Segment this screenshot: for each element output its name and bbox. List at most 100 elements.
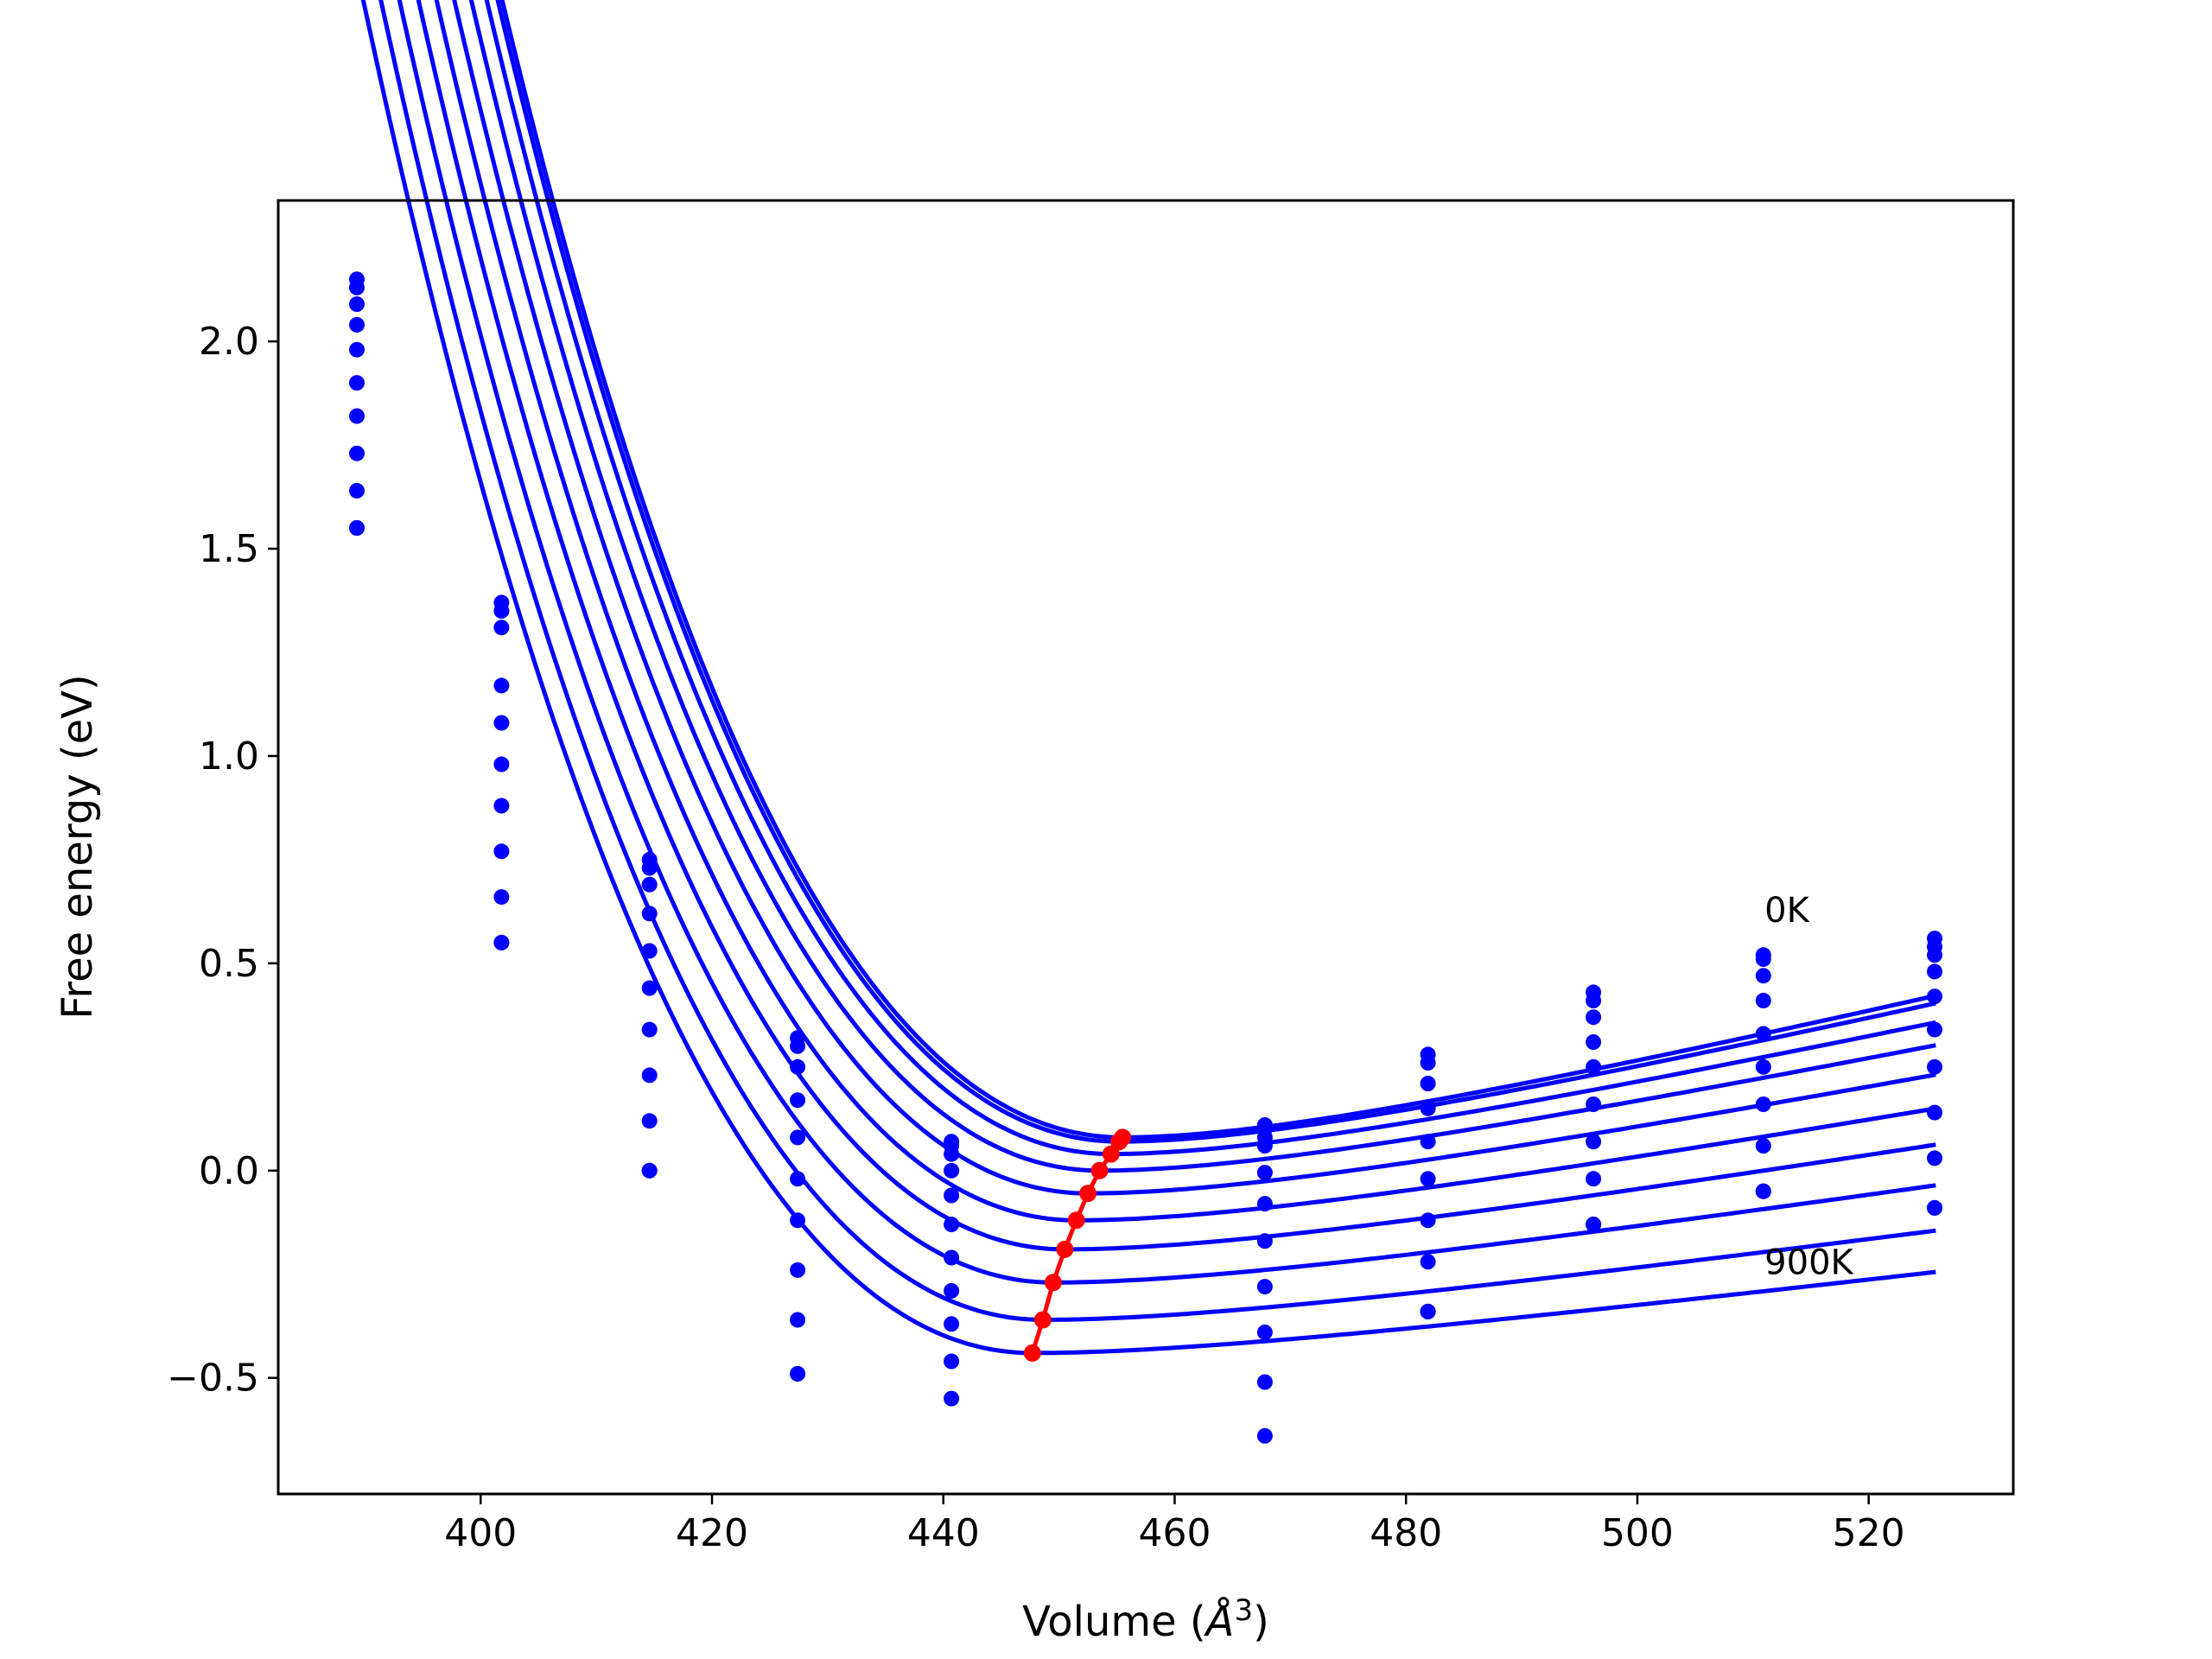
data-point-200K [790, 1058, 806, 1075]
data-point-900K [944, 1353, 960, 1370]
x-axis: 400 420 440 460 480 500 520 [444, 1494, 1905, 1555]
y-tick-label: −0.5 [167, 1357, 259, 1401]
x-tick-label: 420 [676, 1511, 748, 1555]
minimum-path-point [1033, 1311, 1052, 1329]
data-point-100K [493, 603, 510, 619]
data-point-600K [1586, 1134, 1602, 1150]
plot-area [349, 0, 1942, 1444]
data-point-100K [349, 279, 365, 296]
annotations: 0K 900K [1764, 891, 1854, 1283]
data-point-600K [493, 798, 510, 814]
data-point-600K [790, 1212, 806, 1229]
data-point-700K [944, 1282, 960, 1299]
data-point-700K [349, 445, 365, 461]
data-point-300K [641, 906, 658, 922]
data-point-500K [493, 756, 510, 772]
isotherm-curve-200K [484, 0, 1936, 1157]
data-point-400K [1420, 1134, 1436, 1150]
data-point-300K [944, 1162, 960, 1179]
data-point-500K [1755, 1058, 1771, 1075]
data-point-800K [641, 1113, 658, 1129]
data-point-1000K [1586, 1217, 1602, 1233]
data-point-800K [790, 1312, 806, 1328]
data-point-1000K [1256, 1427, 1273, 1444]
data-point-800K [349, 482, 365, 499]
data-point-100K [790, 1038, 806, 1054]
annotation-label: 0K [1764, 891, 1810, 931]
data-point-200K [944, 1146, 960, 1162]
data-point-400K [641, 943, 658, 959]
data-point-500K [641, 980, 658, 996]
y-tick-label: 0.0 [199, 1149, 259, 1193]
data-point-700K [790, 1262, 806, 1278]
isotherm-curve-900K [360, 0, 1936, 1356]
x-axis-label: Volume (Å3) [1022, 1593, 1269, 1646]
data-point-1000K [790, 1365, 806, 1382]
isotherm-curve-800K [378, 0, 1936, 1322]
isotherm-curve-400K [452, 0, 1936, 1196]
data-point-1000K [944, 1390, 960, 1407]
minimum-path-point [1056, 1240, 1074, 1258]
data-point-200K [641, 876, 658, 893]
minimum-path-point [1102, 1145, 1120, 1163]
data-point-500K [1927, 1021, 1942, 1038]
data-point-400K [1927, 988, 1942, 1005]
data-point-100K [641, 860, 658, 876]
data-point-200K [1586, 1009, 1602, 1026]
data-point-600K [1927, 1058, 1942, 1075]
data-point-400K [944, 1187, 960, 1204]
annotation-label: 900K [1764, 1243, 1854, 1283]
data-point-300K [493, 677, 510, 694]
data-point-600K [944, 1249, 960, 1266]
data-point-300K [1256, 1138, 1273, 1154]
data-point-1000K [1755, 1183, 1771, 1199]
x-tick-label: 520 [1833, 1511, 1905, 1555]
data-point-500K [790, 1171, 806, 1187]
data-point-700K [1586, 1171, 1602, 1187]
data-point-300K [1586, 1034, 1602, 1050]
data-point-200K [349, 296, 365, 312]
data-point-200K [1755, 968, 1771, 984]
data-point-600K [1420, 1212, 1436, 1229]
y-axis: −0.5 0.0 0.5 1.0 1.5 2.0 [167, 320, 278, 1401]
data-point-700K [1256, 1279, 1273, 1295]
data-point-100K [1420, 1055, 1436, 1071]
data-point-400K [493, 715, 510, 731]
data-point-800K [1256, 1324, 1273, 1340]
data-point-200K [1927, 947, 1942, 963]
data-point-700K [1755, 1138, 1771, 1154]
data-point-1000K [1927, 1199, 1942, 1216]
data-point-200K [1420, 1076, 1436, 1091]
y-tick-label: 1.5 [199, 527, 259, 571]
data-point-600K [1755, 1096, 1771, 1112]
data-point-100K [1586, 993, 1602, 1008]
data-point-500K [1256, 1196, 1273, 1212]
data-point-700K [1927, 1104, 1942, 1121]
data-point-400K [1256, 1165, 1273, 1181]
data-point-400K [349, 341, 365, 358]
data-point-600K [349, 408, 365, 424]
minimum-path-point [1023, 1344, 1041, 1362]
minimum-path-point [1067, 1211, 1085, 1230]
x-tick-label: 460 [1138, 1511, 1211, 1555]
axes-frame [276, 199, 2015, 1496]
data-point-300K [1927, 963, 1942, 980]
data-point-800K [944, 1316, 960, 1332]
x-tick-label: 500 [1601, 1511, 1674, 1555]
data-point-400K [1755, 1026, 1771, 1042]
data-point-1000K [493, 934, 510, 950]
y-tick-label: 1.0 [199, 734, 259, 779]
x-tick-label: 440 [907, 1511, 980, 1555]
data-point-100K [1755, 951, 1771, 967]
data-point-400K [790, 1129, 806, 1146]
x-tick-label: 480 [1370, 1511, 1442, 1555]
minimum-path-point [1044, 1274, 1062, 1292]
minimum-path-point [1079, 1185, 1097, 1203]
data-point-500K [1420, 1171, 1436, 1187]
data-point-1000K [641, 1162, 658, 1179]
x-tick-label: 400 [444, 1511, 517, 1555]
data-point-1000K [349, 520, 365, 536]
y-tick-label: 0.5 [199, 942, 259, 986]
y-tick-label: 2.0 [199, 320, 259, 364]
